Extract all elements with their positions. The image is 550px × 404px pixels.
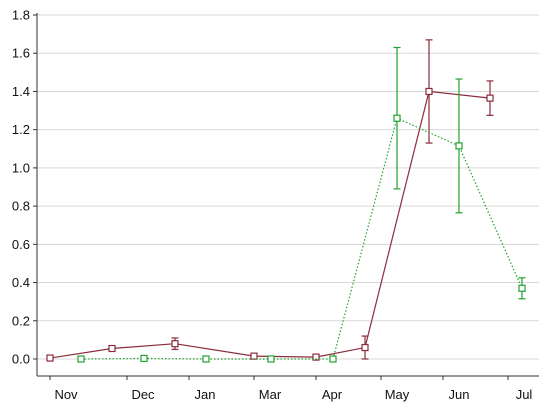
data-point	[140, 354, 148, 363]
y-tick-label: 1.0	[12, 160, 30, 175]
x-tick-label: Jan	[195, 387, 216, 402]
data-point	[267, 355, 275, 363]
y-tick-label: 0.8	[12, 199, 30, 214]
x-tick-label: Jul	[516, 387, 533, 402]
data-point	[312, 353, 320, 361]
data-point	[425, 87, 433, 96]
data-point	[108, 344, 116, 353]
x-tick-label: May	[385, 387, 410, 402]
x-tick-label: Jun	[449, 387, 470, 402]
data-point	[250, 352, 258, 360]
series-1	[77, 46, 526, 363]
series-line-0	[49, 90, 491, 359]
y-tick-label: 0.0	[12, 352, 30, 367]
x-tick-label: Apr	[322, 387, 343, 402]
data-point	[486, 94, 494, 102]
axes	[36, 13, 539, 377]
grid-lines	[37, 14, 539, 360]
y-tick-label: 1.4	[12, 84, 30, 99]
data-point	[361, 343, 369, 352]
data-point	[455, 142, 463, 150]
data-point	[202, 355, 210, 363]
y-axis-ticks: 0.0 0.2 0.4 0.6 0.8 1.0 1.2 1.4 1.6 1.8	[12, 8, 37, 367]
data-point	[77, 355, 85, 363]
x-tick-label: Nov	[54, 387, 78, 402]
y-tick-label: 0.6	[12, 237, 30, 252]
y-tick-label: 0.4	[12, 275, 30, 290]
x-tick-label: Mar	[259, 387, 282, 402]
data-point	[171, 340, 179, 348]
x-tick-label: Dec	[131, 387, 155, 402]
data-point	[518, 284, 526, 292]
y-tick-label: 1.2	[12, 122, 30, 137]
series-line-1	[80, 117, 523, 360]
data-point	[46, 354, 54, 362]
y-tick-label: 0.2	[12, 313, 30, 328]
y-tick-label: 1.6	[12, 46, 30, 61]
series-group	[46, 39, 526, 363]
y-tick-label: 1.8	[12, 8, 30, 23]
data-point	[393, 114, 401, 122]
data-point	[329, 355, 337, 363]
x-axis-ticks: Nov Dec Jan Mar Apr May Jun Jul	[49, 376, 533, 402]
series-0	[46, 39, 494, 362]
